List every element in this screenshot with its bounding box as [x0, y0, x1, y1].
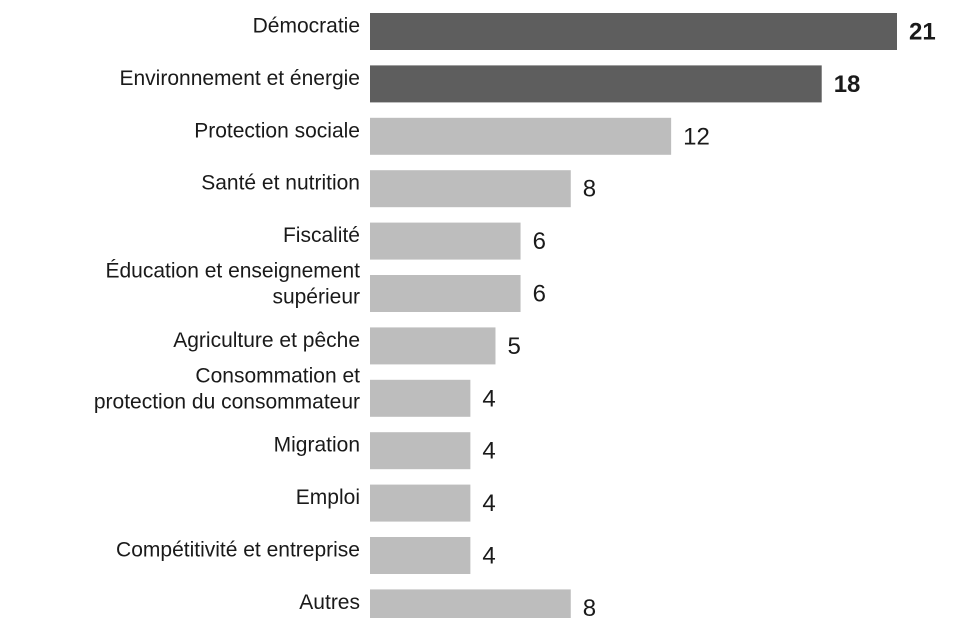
category-label-8: Consommation et protection du consommateu…: [94, 364, 360, 413]
bar-12: [370, 589, 571, 618]
bar-1: [370, 13, 897, 50]
bar-4: [370, 170, 571, 208]
category-label-12: Autres: [299, 591, 360, 614]
value-label-11: 4: [482, 543, 495, 570]
value-label-8: 4: [482, 385, 495, 412]
category-label-4: Santé et nutrition: [201, 172, 360, 195]
category-label-line: Emploi: [296, 486, 360, 509]
value-label-6: 6: [533, 281, 546, 308]
category-label-1: Démocratie: [253, 15, 360, 38]
category-label-line: protection du consommateur: [94, 390, 360, 413]
value-label-12: 8: [583, 595, 596, 618]
category-label-line: Santé et nutrition: [201, 172, 360, 195]
category-label-5: Fiscalité: [283, 224, 360, 247]
category-label-line: Consommation et: [195, 364, 360, 387]
bar-2: [370, 65, 822, 103]
bar-5: [370, 222, 521, 260]
bar-10: [370, 484, 471, 522]
category-label-3: Protection sociale: [194, 119, 360, 142]
category-label-line: Compétitivité et entreprise: [116, 539, 360, 562]
category-label-line: Protection sociale: [194, 119, 360, 142]
value-label-4: 8: [583, 176, 596, 203]
value-label-7: 5: [507, 333, 520, 360]
value-label-5: 6: [533, 228, 546, 255]
category-label-line: Migration: [274, 434, 360, 457]
bar-7: [370, 327, 496, 365]
category-label-line: Agriculture et pêche: [173, 329, 360, 352]
value-label-3: 12: [683, 123, 710, 150]
bars-group: [370, 13, 897, 618]
category-label-2: Environnement et énergie: [120, 67, 361, 90]
bar-11: [370, 537, 471, 574]
category-labels-group: Démocratie Environnement et énergie Protec…: [94, 15, 360, 614]
category-label-7: Agriculture et pêche: [173, 329, 360, 352]
bar-8: [370, 379, 471, 417]
category-label-10: Emploi: [296, 486, 360, 509]
category-label-line: Environnement et énergie: [120, 67, 361, 90]
category-label-6: Éducation et enseignement supérieur: [105, 260, 360, 309]
value-label-9: 4: [482, 438, 495, 465]
category-label-line: Éducation et enseignement: [105, 260, 360, 283]
bar-9: [370, 432, 471, 470]
category-label-9: Migration: [274, 434, 360, 457]
bar-3: [370, 117, 672, 155]
category-label-line: Fiscalité: [283, 224, 360, 247]
value-label-10: 4: [482, 490, 495, 517]
value-label-1: 21: [909, 19, 936, 46]
category-label-line: Démocratie: [253, 15, 360, 38]
category-label-line: Autres: [299, 591, 360, 614]
category-label-11: Compétitivité et entreprise: [116, 539, 360, 562]
category-label-line: supérieur: [272, 286, 360, 309]
bar-6: [370, 275, 521, 312]
value-label-2: 18: [834, 71, 861, 98]
